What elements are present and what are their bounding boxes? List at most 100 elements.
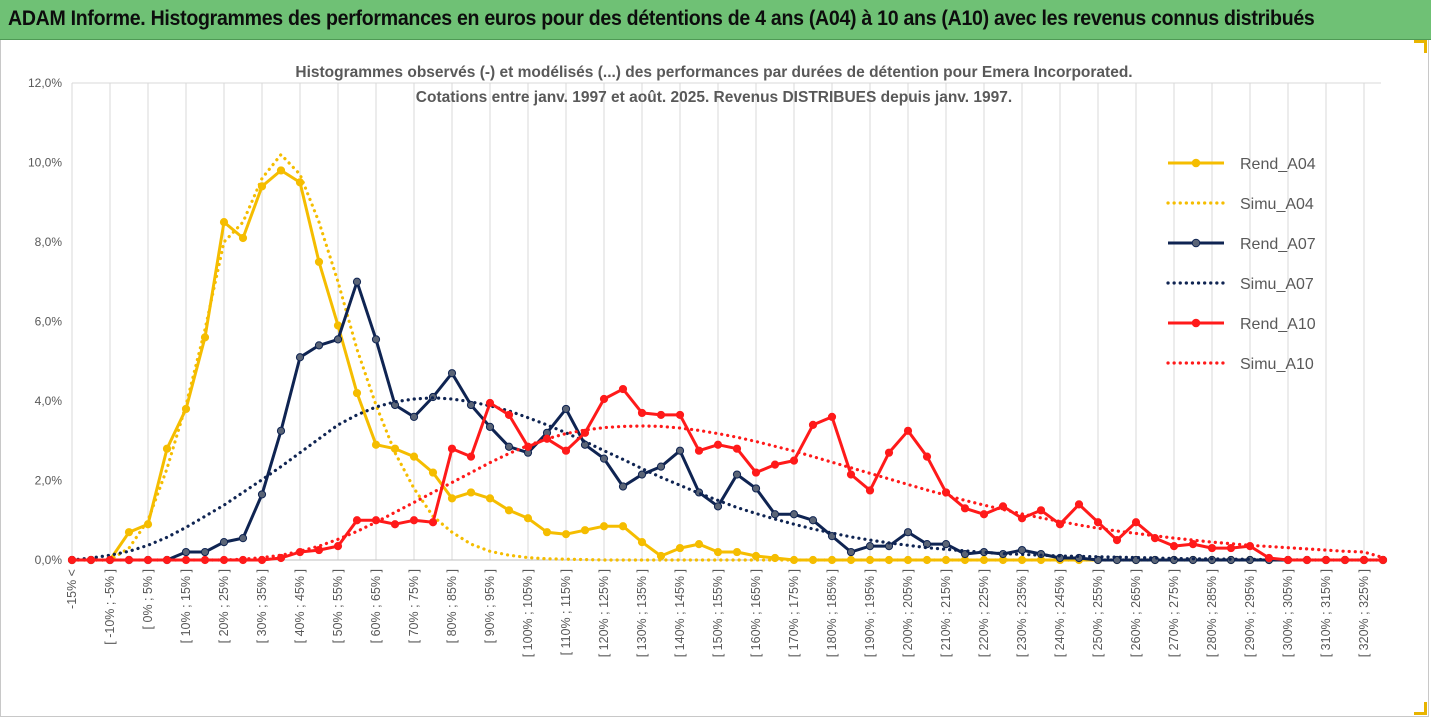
data-point xyxy=(656,410,666,420)
data-point xyxy=(390,520,400,529)
x-tick-label: [ 90% ; 95% ] xyxy=(483,569,497,643)
data-point xyxy=(599,394,609,404)
x-tick-label: [ 100% ; 105% ] xyxy=(521,569,535,657)
data-point xyxy=(732,444,742,453)
data-point xyxy=(770,460,780,469)
data-point xyxy=(1264,553,1274,563)
data-point xyxy=(618,384,628,394)
x-tick-label: [ 240% ; 245% ] xyxy=(1053,569,1067,657)
data-point xyxy=(656,462,666,471)
legend-marker xyxy=(1191,318,1201,328)
data-point xyxy=(903,528,913,537)
x-tick-label: [ 170% ; 175% ] xyxy=(787,569,801,657)
series-line xyxy=(72,168,1383,562)
data-point xyxy=(1169,541,1179,551)
data-point xyxy=(751,468,761,477)
data-point xyxy=(219,218,229,227)
data-point xyxy=(409,452,419,461)
y-axis: 0,0% 2,0% 4,0% 6,0% 8,0% 10,0% 12,0% xyxy=(28,76,62,567)
x-tick-label: [ 140% ; 145% ] xyxy=(673,569,687,657)
x-tick-label: [ 310% ; 315% ] xyxy=(1319,569,1333,657)
series-simu-a04 xyxy=(70,153,1385,562)
x-tick-label: [ 0% ; 5% ] xyxy=(141,569,155,629)
data-point xyxy=(523,514,533,523)
x-tick-label: [ 110% ; 115% ] xyxy=(559,569,573,655)
data-point xyxy=(409,516,419,525)
data-point xyxy=(941,540,951,549)
data-point xyxy=(903,426,913,435)
legend-item: Simu_A04 xyxy=(1166,196,1314,213)
data-point xyxy=(637,538,647,547)
y-tick-label: 12,0% xyxy=(28,76,62,90)
legend: Rend_A04 Simu_A04 Rend_A07 Simu_A07 Rend_A10… xyxy=(1166,156,1316,373)
data-point xyxy=(1017,545,1027,555)
data-point xyxy=(675,543,685,553)
data-point xyxy=(713,440,723,449)
x-tick-label: [ 160% ; 165% ] xyxy=(749,569,763,657)
chart-title-line: Cotations entre janv. 1997 et août. 2025… xyxy=(416,89,1012,106)
data-point xyxy=(1283,555,1293,565)
data-point xyxy=(162,444,172,453)
data-point xyxy=(1036,506,1046,515)
legend-label: Simu_A10 xyxy=(1240,356,1314,373)
data-point xyxy=(409,412,419,421)
data-point xyxy=(1074,500,1084,509)
data-point xyxy=(808,516,818,525)
data-point xyxy=(618,522,628,531)
data-point xyxy=(333,335,343,344)
legend-marker xyxy=(1191,238,1201,248)
legend-label: Simu_A04 xyxy=(1240,196,1314,213)
x-tick-label: [ 260% ; 265% ] xyxy=(1129,569,1143,657)
report-banner: ADAM Informe. Histogrammes des performan… xyxy=(0,0,1431,40)
data-point xyxy=(504,410,514,420)
data-point xyxy=(447,444,457,453)
x-tick-label: [ 180% ; 185% ] xyxy=(825,569,839,657)
data-point xyxy=(751,484,761,493)
data-point xyxy=(295,353,305,362)
data-point xyxy=(352,388,362,398)
data-point xyxy=(276,166,286,175)
x-tick-label: [ 230% ; 235% ] xyxy=(1015,569,1029,657)
data-point xyxy=(960,504,970,513)
data-point xyxy=(580,526,590,535)
x-tick-label: [ 210% ; 215% ] xyxy=(939,569,953,657)
x-tick-label: [ 70% ; 75% ] xyxy=(407,569,421,643)
data-point xyxy=(124,528,134,537)
data-point xyxy=(1207,543,1217,553)
data-point xyxy=(732,547,742,557)
x-tick-label: [ 300% ; 305% ] xyxy=(1281,569,1295,657)
x-tick-label: [ 280% ; 285% ] xyxy=(1205,569,1219,657)
data-point xyxy=(846,470,856,479)
data-point xyxy=(1226,543,1236,553)
data-point xyxy=(751,551,761,561)
data-point xyxy=(504,442,514,451)
data-point xyxy=(542,528,552,537)
data-point xyxy=(447,369,457,378)
series-line xyxy=(72,387,1383,562)
data-point xyxy=(808,420,818,429)
data-point xyxy=(1378,555,1388,565)
x-tick-label: [ 80% ; 85% ] xyxy=(445,569,459,643)
legend-label: Rend_A10 xyxy=(1240,316,1316,333)
corner-mark-bottom-right xyxy=(1414,702,1427,715)
x-tick-label: [ 220% ; 225% ] xyxy=(977,569,991,657)
data-point xyxy=(1340,555,1350,565)
data-point xyxy=(219,538,229,547)
data-point xyxy=(1017,514,1027,523)
x-tick-label: [ 10% ; 15% ] xyxy=(179,569,193,643)
data-point xyxy=(504,506,514,515)
data-point xyxy=(314,257,324,266)
report-title: ADAM Informe. Histogrammes des performan… xyxy=(8,7,1315,30)
legend-item: Rend_A10 xyxy=(1168,316,1316,333)
y-tick-label: 2,0% xyxy=(35,474,63,488)
chart-title-line: Histogrammes observés (-) et modélisés (… xyxy=(295,64,1132,81)
data-point xyxy=(1112,536,1122,545)
x-tick-label: [ 130% ; 135% ] xyxy=(635,569,649,657)
data-point xyxy=(466,452,476,461)
data-point xyxy=(371,440,381,449)
data-point xyxy=(238,534,248,543)
data-point xyxy=(485,494,495,503)
data-point xyxy=(447,494,457,503)
x-tick-label: [ 40% ; 45% ] xyxy=(293,569,307,643)
